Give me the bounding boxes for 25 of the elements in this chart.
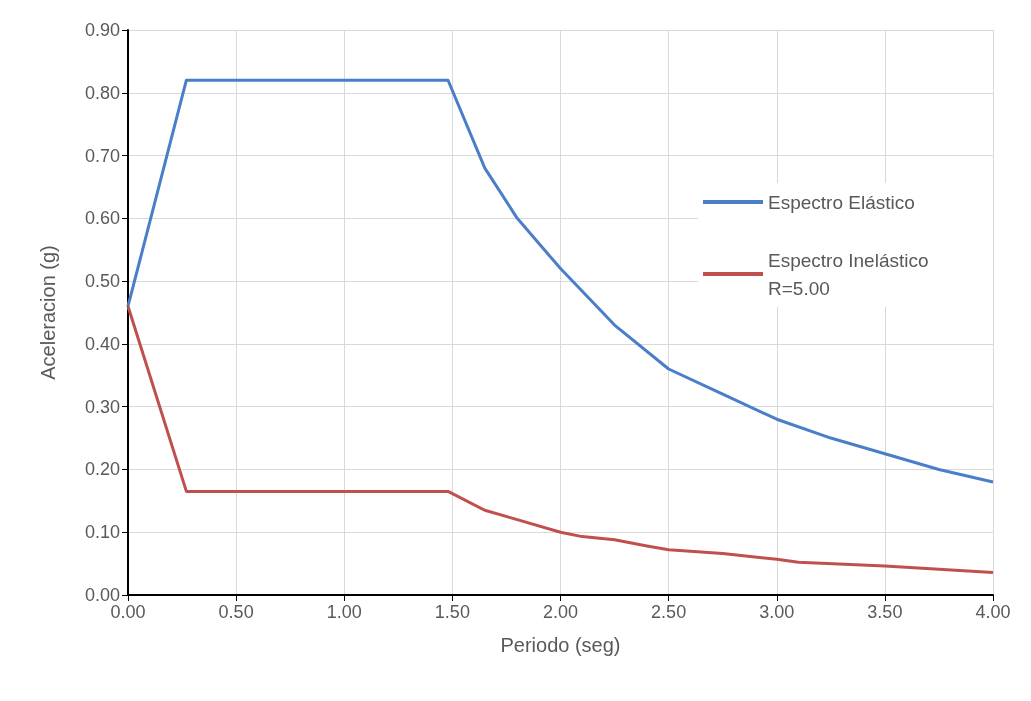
x-tick-label: 0.50 — [218, 602, 254, 622]
y-tick-label: 0.50 — [84, 271, 120, 292]
x-tick-label: 2.00 — [542, 602, 579, 622]
y-tick-label: 0.90 — [84, 20, 120, 40]
line-series — [126, 78, 995, 484]
y-tick-label: 0.70 — [84, 145, 120, 166]
y-tick-label: 0.10 — [84, 522, 120, 543]
y-tick-label: 0.60 — [84, 208, 120, 229]
x-tick-label: 0.00 — [110, 602, 146, 622]
x-tick-label: 1.00 — [326, 602, 362, 622]
y-tick-label: 0.40 — [84, 333, 120, 354]
x-tick-label: 1.50 — [434, 602, 470, 622]
y-tick-label: 0.30 — [84, 396, 120, 417]
x-axis-title: Periodo (seg) — [500, 634, 621, 656]
y-tick-label: 0.20 — [84, 459, 120, 480]
x-tick-label: 3.00 — [759, 602, 795, 622]
x-tick-label: 2.50 — [651, 602, 687, 622]
legend-label: Espectro Inelástico R=5.00 — [768, 249, 934, 299]
x-tick-label: 3.50 — [867, 602, 903, 622]
y-tick-label: 0.00 — [84, 585, 120, 605]
x-tick-label: 4.00 — [975, 602, 1011, 622]
line-series — [126, 304, 995, 574]
y-axis-title: Aceleracion (g) — [37, 245, 59, 380]
legend-label: Espectro Elástico — [768, 191, 915, 213]
y-tick-label: 0.80 — [84, 82, 120, 103]
